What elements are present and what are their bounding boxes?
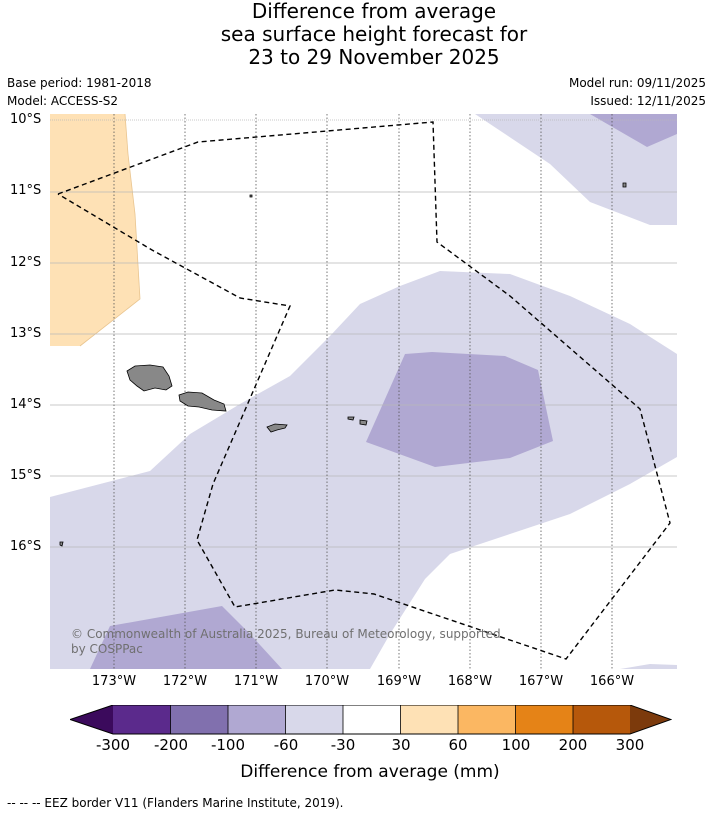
savaii-island — [126, 364, 173, 392]
land-masses — [59, 182, 627, 547]
eez-legend-footer: -- -- -- EEZ border V11 (Flanders Marine… — [7, 796, 344, 810]
colorbar-extend-low — [70, 705, 113, 734]
colorbar-tick-300: 300 — [615, 736, 645, 754]
lon-label-169w: 169°W — [376, 674, 422, 689]
colorbar-cell-4 — [285, 705, 343, 734]
lon-label-166w: 166°W — [589, 674, 635, 689]
tau-island — [359, 419, 368, 426]
colorbar-cell-6 — [400, 705, 458, 734]
ofu-island — [347, 416, 355, 421]
copyright-notice: © Commonwealth of Australia 2025, Bureau… — [71, 627, 501, 656]
lon-label-167w: 167°W — [518, 674, 564, 689]
lat-label-16s: 16°S — [10, 539, 42, 554]
upolu-island — [178, 391, 227, 412]
model-run: Model run: 09/11/2025 — [568, 76, 706, 90]
lat-label-14s: 14°S — [10, 397, 42, 412]
lat-label-12s: 12°S — [10, 255, 42, 270]
base-period: Base period: 1981-2018 — [7, 76, 152, 90]
lon-label-168w: 168°W — [447, 674, 493, 689]
colorbar-tick-minus100: -100 — [210, 736, 246, 754]
title-line-2: sea surface height forecast for — [220, 22, 528, 46]
lat-label-15s: 15°S — [10, 468, 42, 483]
islet-east — [622, 182, 627, 188]
colorbar-tick-200: 200 — [558, 736, 588, 754]
eez-borders — [57, 121, 671, 660]
lon-label-173w: 173°W — [91, 674, 137, 689]
anomaly-band-minus100-minus60 — [366, 352, 553, 467]
colorbar-cell-8 — [515, 705, 573, 734]
colorbar-tick-minus60: -60 — [273, 736, 299, 754]
latitude-gridlines — [50, 119, 677, 548]
colorbar-cell-1 — [113, 705, 171, 734]
tutuila-island — [266, 423, 288, 433]
swains-island — [249, 194, 253, 198]
colorbar-tick-100: 100 — [501, 736, 531, 754]
colorbar-cell-3 — [228, 705, 286, 734]
colorbar-cell-2 — [170, 705, 228, 734]
title-line-3: 23 to 29 November 2025 — [248, 45, 500, 69]
lat-label-10s: 10°S — [10, 112, 42, 127]
colorbar-title: Difference from average (mm) — [240, 762, 500, 782]
lat-label-11s: 11°S — [10, 183, 42, 198]
colorbar-tick-30: 30 — [391, 736, 411, 754]
eez-border-samoa — [57, 121, 671, 660]
model-name: Model: ACCESS-S2 — [7, 94, 119, 108]
lon-label-170w: 170°W — [304, 674, 350, 689]
lon-label-172w: 172°W — [162, 674, 208, 689]
colorbar-tick-60: 60 — [448, 736, 468, 754]
colorbar-extend-high — [630, 705, 671, 734]
issued-date: Issued: 12/11/2025 — [590, 94, 706, 108]
colorbar-tick-minus30: -30 — [330, 736, 356, 754]
lon-label-171w: 171°W — [233, 674, 279, 689]
anomaly-band-minus60-minus30-ne — [475, 114, 677, 225]
anomaly-band-minus60-minus30-se — [620, 664, 677, 669]
chart-title: Difference from average sea surface heig… — [0, 0, 713, 69]
colorbar-tick-minus300: -300 — [95, 736, 131, 754]
title-line-1: Difference from average — [251, 0, 497, 23]
meta-left: Base period: 1981-2018 Model: ACCESS-S2 — [7, 74, 152, 110]
colorbar — [70, 705, 672, 735]
longitude-gridlines — [113, 114, 613, 669]
colorbar-tick-minus200: -200 — [153, 736, 189, 754]
sea-level-map — [50, 114, 677, 669]
colorbar-cell-5 — [343, 705, 401, 734]
meta-right: Model run: 09/11/2025 Issued: 12/11/2025 — [569, 74, 706, 110]
colorbar-cell-7 — [458, 705, 516, 734]
colorbar-cell-9 — [573, 705, 630, 734]
lat-label-13s: 13°S — [10, 326, 42, 341]
anomaly-band-minus100-minus60-sw — [90, 606, 282, 669]
islet-southwest — [59, 541, 64, 547]
